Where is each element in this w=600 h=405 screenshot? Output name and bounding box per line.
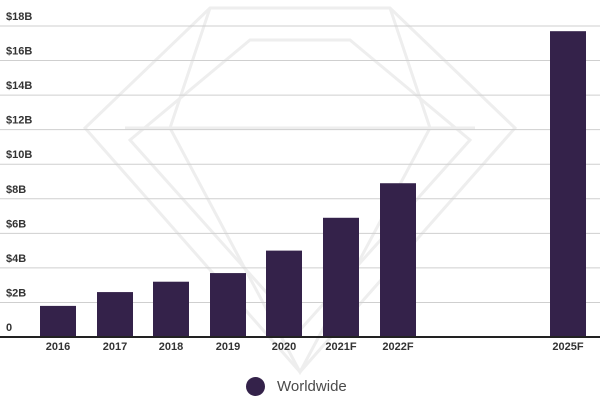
x-tick-label: 2020 <box>272 341 296 353</box>
y-tick-label: $16B <box>6 46 32 58</box>
bar-2018 <box>153 281 189 337</box>
y-tick-label: $10B <box>6 149 32 161</box>
y-tick-label: $4B <box>6 253 26 265</box>
x-tick-label: 2016 <box>46 341 70 353</box>
x-tick-label: 2022F <box>382 341 413 353</box>
y-tick-label: $18B <box>6 11 32 23</box>
bar-2017 <box>97 292 133 337</box>
x-tick-label: 2019 <box>216 341 240 353</box>
y-tick-label: $2B <box>6 287 26 299</box>
x-tick-label: 2021F <box>325 341 356 353</box>
y-tick-label: $14B <box>6 80 32 92</box>
bar-2022f <box>380 183 416 337</box>
bar-2020 <box>266 250 302 337</box>
legend-label-worldwide: Worldwide <box>277 377 347 395</box>
y-tick-label: $6B <box>6 218 26 230</box>
bar-2021f <box>323 217 359 337</box>
x-tick-label: 2025F <box>552 341 583 353</box>
bar-2019 <box>210 273 246 337</box>
y-tick-label: $12B <box>6 115 32 127</box>
bar-2016 <box>40 305 76 337</box>
bar-2025f <box>550 31 586 338</box>
y-tick-label: $8B <box>6 184 26 196</box>
x-tick-label: 2018 <box>159 341 183 353</box>
legend-swatch-icon <box>246 376 265 396</box>
x-tick-label: 2017 <box>103 341 127 353</box>
y-tick-label: 0 <box>6 322 12 334</box>
legend: Worldwide <box>246 374 347 398</box>
